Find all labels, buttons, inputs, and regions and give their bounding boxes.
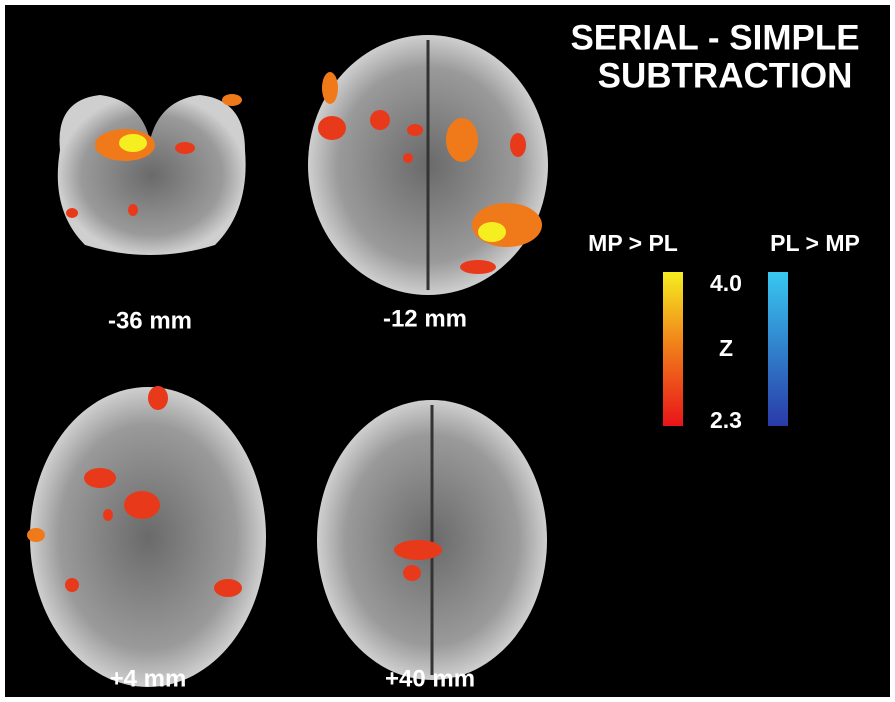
brain-slice [30,387,266,687]
slice-label: -12 mm [383,305,467,332]
slice-label: -36 mm [108,307,192,334]
colorbar-label: PL > MP [770,230,860,256]
hot-bar [663,272,683,426]
slice-label: +4 mm [110,665,187,692]
slice-label: +40 mm [385,665,475,692]
title: SERIAL - SIMPLE [570,18,859,57]
colorbar-unit: Z [719,335,733,361]
figure: SERIAL - SIMPLE SUBTRACTION -36 mm -12 m… [0,0,895,702]
colorbar-min: 2.3 [710,407,742,433]
cold-bar [768,272,788,426]
colorbar-label: MP > PL [588,230,678,256]
colorbar-max: 4.0 [710,270,742,296]
title: SUBTRACTION [598,56,853,95]
